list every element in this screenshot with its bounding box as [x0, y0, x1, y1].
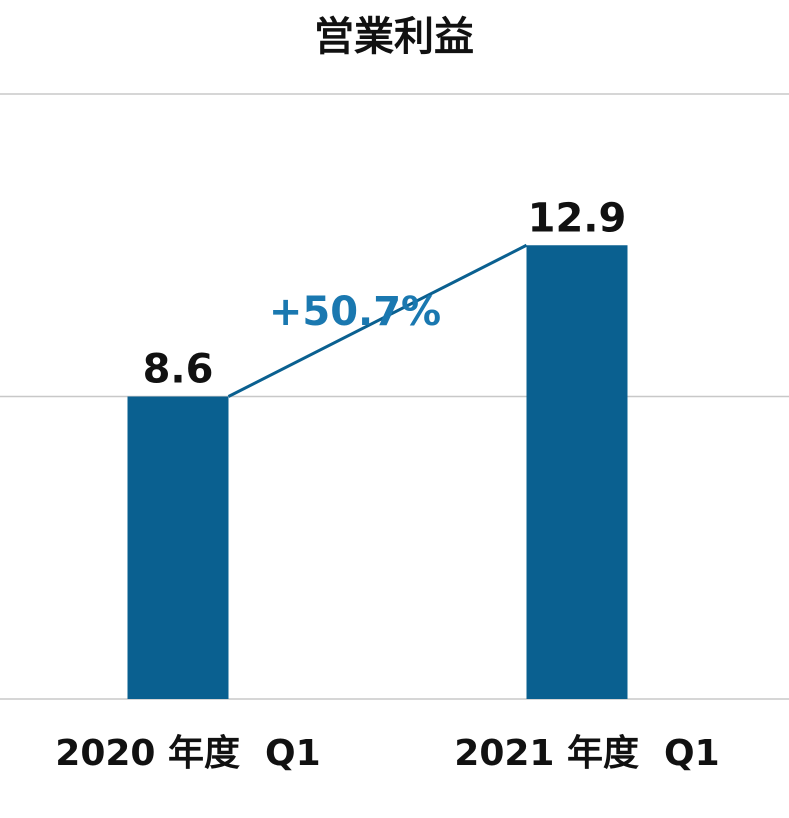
- bars: [127, 245, 628, 699]
- value-label-1: 12.9: [528, 195, 627, 241]
- bar-1: [526, 245, 628, 699]
- gridlines: [0, 93, 789, 700]
- value-label-0: 8.6: [143, 347, 214, 393]
- growth-line: [227, 243, 528, 398]
- category-labels: 2020 年度 Q1 2021 年度 Q1: [55, 733, 719, 774]
- category-label-0: 2020 年度 Q1: [55, 733, 320, 774]
- growth-connector: [227, 243, 528, 398]
- chart-title: 営業利益: [314, 14, 474, 60]
- value-labels: 8.6 12.9: [143, 195, 627, 392]
- category-label-1: 2021 年度 Q1: [454, 733, 719, 774]
- bar-0: [127, 396, 229, 699]
- growth-annotation: +50.7%: [269, 289, 441, 335]
